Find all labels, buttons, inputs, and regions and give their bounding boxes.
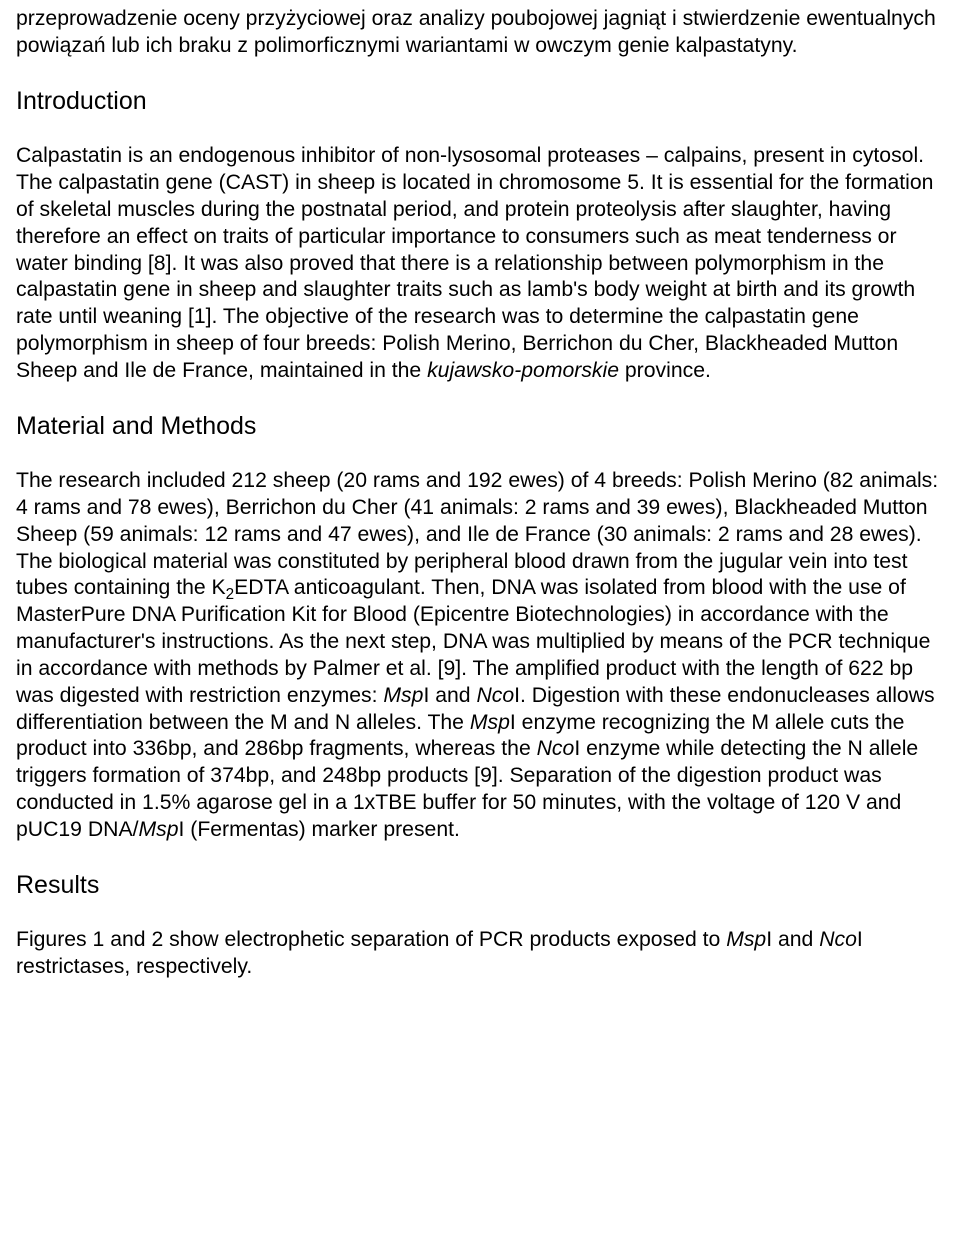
results-italic-nco: Nco	[819, 928, 857, 951]
intro-polish-paragraph: przeprowadzenie oceny przyżyciowej oraz …	[16, 6, 944, 60]
methods-italic-msp-1: Msp	[383, 684, 423, 707]
methods-text-c: I and	[423, 684, 476, 707]
introduction-text-b: province.	[619, 359, 711, 382]
introduction-paragraph: Calpastatin is an endogenous inhibitor o…	[16, 143, 944, 384]
methods-italic-msp-3: Msp	[138, 818, 178, 841]
heading-material-methods: Material and Methods	[16, 411, 944, 443]
methods-italic-nco-1: Nco	[476, 684, 514, 707]
results-text-a: Figures 1 and 2 show electrophetic separ…	[16, 928, 726, 951]
introduction-italic-region: kujawsko-pomorskie	[427, 359, 619, 382]
results-paragraph: Figures 1 and 2 show electrophetic separ…	[16, 927, 944, 981]
results-text-b: I and	[766, 928, 819, 951]
methods-text-g: I (Fermentas) marker present.	[179, 818, 460, 841]
heading-introduction: Introduction	[16, 86, 944, 118]
methods-italic-nco-2: Nco	[537, 737, 575, 760]
methods-italic-msp-2: Msp	[470, 711, 510, 734]
introduction-text-a: Calpastatin is an endogenous inhibitor o…	[16, 144, 933, 382]
methods-subscript-2: 2	[226, 587, 234, 604]
heading-results: Results	[16, 870, 944, 902]
methods-paragraph: The research included 212 sheep (20 rams…	[16, 468, 944, 843]
results-italic-msp: Msp	[726, 928, 766, 951]
